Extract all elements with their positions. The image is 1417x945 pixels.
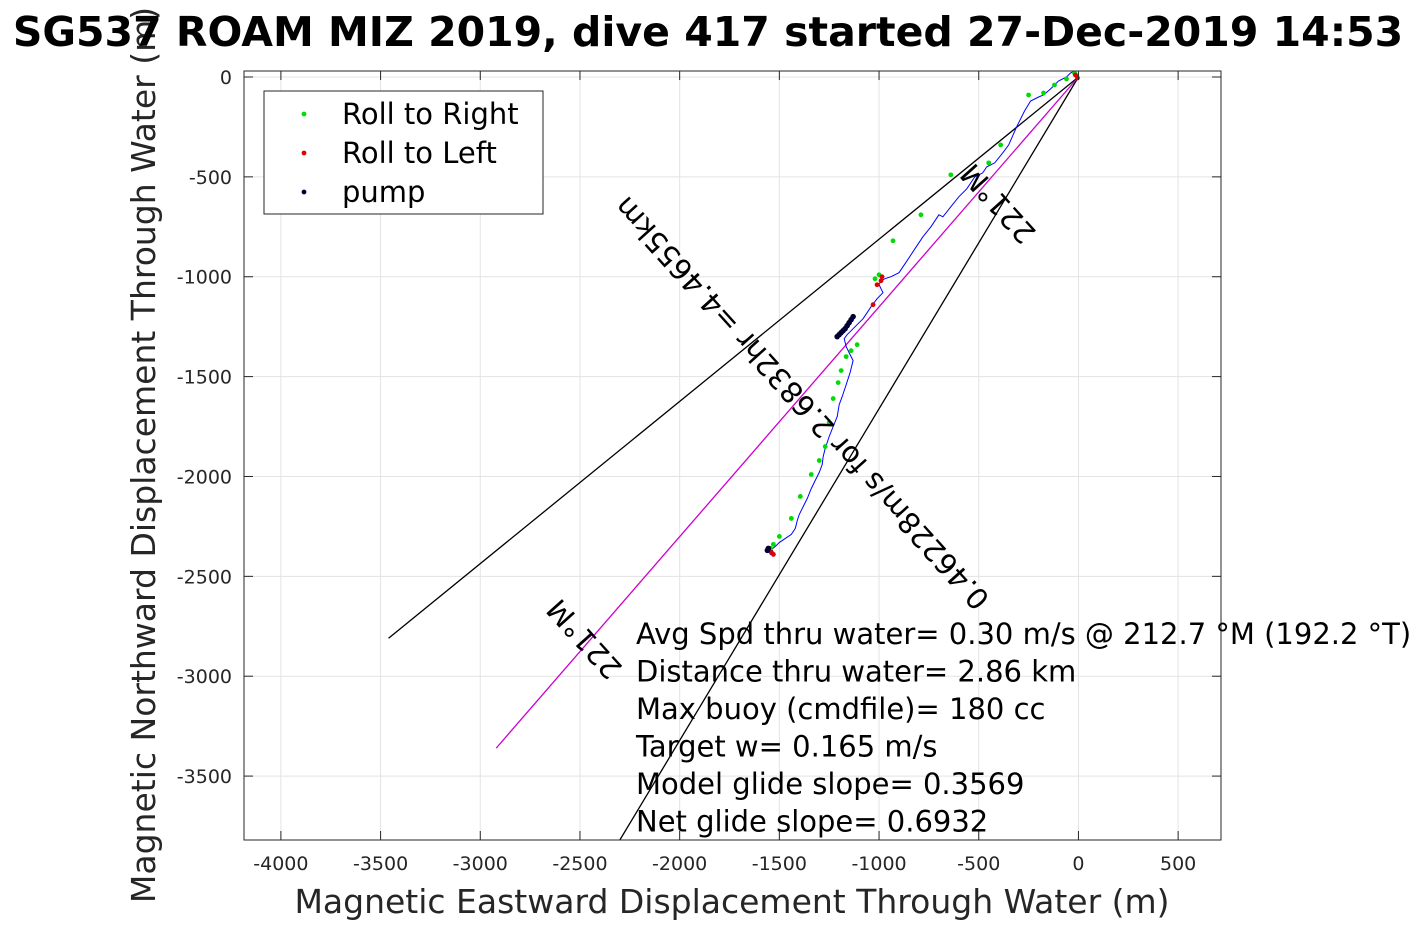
y-tick-label: 0 bbox=[220, 67, 232, 89]
legend-marker bbox=[301, 111, 307, 117]
pump-point bbox=[834, 333, 840, 340]
y-tick-label: -1000 bbox=[177, 267, 232, 289]
x-tick-label: -3500 bbox=[353, 853, 408, 875]
roll-left-point bbox=[870, 302, 876, 308]
annotation-line: Avg Spd thru water= 0.30 m/s @ 212.7 °M … bbox=[636, 617, 1411, 651]
roll-right-point bbox=[998, 142, 1004, 148]
x-tick-label: -2500 bbox=[552, 853, 607, 875]
roll-left-point bbox=[874, 282, 880, 288]
ticks: -4000 -3500 -3000 -2500 -2000 -1500 -1000 -500 0… bbox=[177, 67, 1221, 875]
annotation-line: Model glide slope= 0.3569 bbox=[636, 767, 1024, 801]
roll-right-point bbox=[890, 238, 896, 244]
legend-label: pump bbox=[342, 175, 425, 209]
roll-right-point bbox=[816, 458, 822, 463]
legend-marker bbox=[301, 189, 307, 195]
x-axis-label: Magnetic Eastward Displacement Through W… bbox=[294, 882, 1169, 921]
roll-right-point bbox=[986, 160, 992, 166]
reference-lines bbox=[388, 76, 1079, 840]
y-tick-label: -2500 bbox=[177, 566, 232, 588]
stats-annotation: Avg Spd thru water= 0.30 m/s @ 212.7 °M … bbox=[635, 617, 1411, 839]
cone-left-line bbox=[388, 76, 1079, 639]
roll-right-point bbox=[835, 380, 841, 385]
y-tick-label: -3000 bbox=[177, 666, 232, 688]
legend-marker bbox=[301, 150, 307, 156]
legend: Roll to Right Roll to Left pump bbox=[263, 90, 544, 215]
roll-right-point bbox=[826, 420, 832, 425]
roll-left-point bbox=[770, 551, 776, 557]
roll-left-point bbox=[1073, 72, 1078, 78]
roll-right-point bbox=[1026, 92, 1031, 98]
x-tick-label: 500 bbox=[1160, 853, 1196, 875]
y-tick-label: -2000 bbox=[177, 466, 232, 488]
roll-right-point bbox=[848, 348, 854, 354]
pump-point bbox=[764, 547, 771, 554]
dive-track-line bbox=[768, 71, 1079, 556]
roll-right-point bbox=[770, 541, 776, 547]
roll-right-point bbox=[918, 212, 924, 218]
annotation-line: Distance thru water= 2.86 km bbox=[636, 655, 1076, 689]
roll-right-point bbox=[808, 472, 814, 477]
y-axis-label: Magnetic Northward Displacement Through … bbox=[124, 7, 163, 903]
legend-label: Roll to Right bbox=[342, 97, 519, 131]
x-tick-label: -500 bbox=[957, 853, 1000, 875]
roll-right-point bbox=[872, 276, 878, 282]
annotation-line: Net glide slope= 0.6932 bbox=[636, 805, 988, 839]
roll-right-point bbox=[1041, 90, 1046, 96]
axes-box bbox=[243, 70, 1222, 841]
roll-right-point bbox=[830, 396, 836, 401]
y-tick-label: -500 bbox=[189, 167, 232, 189]
roll-right-point bbox=[797, 494, 803, 499]
roll-right-point bbox=[854, 342, 860, 348]
roll-left-point bbox=[878, 278, 884, 284]
roll-right-point bbox=[822, 444, 828, 449]
y-tick-label: -3500 bbox=[177, 766, 232, 788]
legend-label: Roll to Left bbox=[342, 136, 497, 170]
roll-right-point bbox=[948, 172, 954, 178]
x-tick-label: 0 bbox=[1072, 853, 1084, 875]
heading-line-line bbox=[495, 76, 1079, 749]
x-tick-label: -3000 bbox=[453, 853, 508, 875]
chart-title: SG537 ROAM MIZ 2019, dive 417 started 27… bbox=[13, 8, 1403, 56]
roll-right-point bbox=[838, 368, 844, 374]
legend-box bbox=[263, 90, 544, 215]
x-tick-label: -1000 bbox=[851, 853, 906, 875]
roll-right-point bbox=[776, 533, 782, 539]
annotation-line: Target w= 0.165 m/s bbox=[635, 730, 938, 764]
markers bbox=[764, 71, 1080, 557]
roll-right-point bbox=[1064, 76, 1069, 82]
y-tick-label: -1500 bbox=[177, 367, 232, 389]
roll-right-point bbox=[788, 516, 794, 521]
roll-left-point bbox=[879, 274, 885, 280]
cone-right-line bbox=[619, 76, 1079, 840]
x-tick-label: -4000 bbox=[253, 853, 308, 875]
x-tick-label: -2000 bbox=[652, 853, 707, 875]
roll-right-point bbox=[1052, 82, 1057, 88]
annotation-line: Max buoy (cmdfile)= 180 cc bbox=[636, 692, 1045, 726]
roll-right-point bbox=[843, 354, 849, 360]
x-tick-label: -1500 bbox=[752, 853, 807, 875]
